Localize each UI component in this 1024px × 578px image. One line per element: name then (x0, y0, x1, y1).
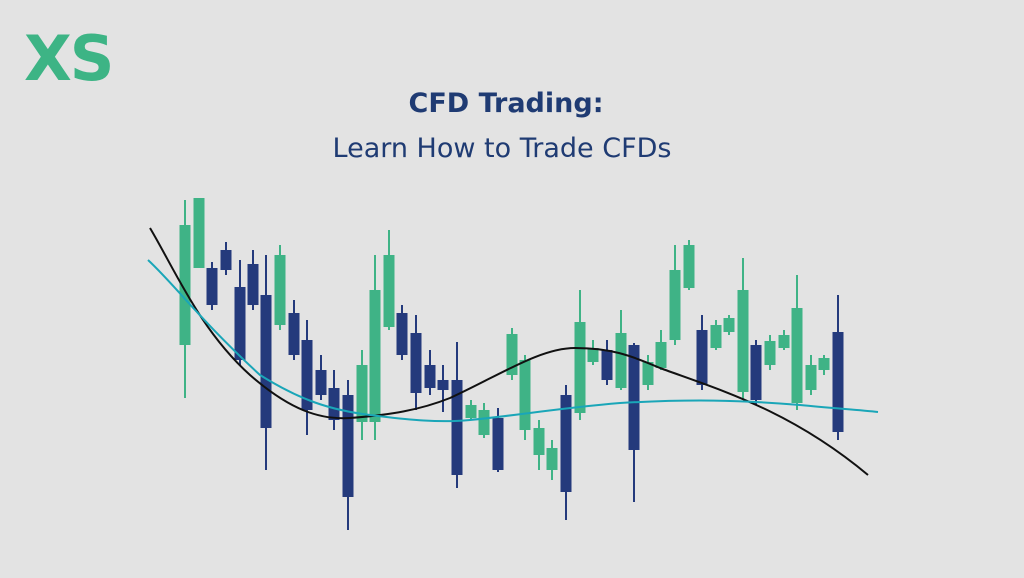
candle-body (492, 418, 504, 470)
candle-body (288, 313, 300, 355)
candle-body (437, 380, 449, 390)
candle-body (832, 332, 844, 432)
candle-body (193, 198, 205, 268)
candle-body (615, 333, 627, 388)
candle-body (696, 330, 708, 385)
candle-body (778, 335, 790, 348)
candle-body (424, 365, 436, 388)
candle-body (655, 342, 667, 368)
candle-body (764, 341, 776, 365)
candle-body (533, 428, 545, 455)
candle-body (247, 264, 259, 305)
candle-body (328, 388, 340, 420)
candle-body (601, 350, 613, 380)
candle-body (587, 348, 599, 362)
logo: XS (24, 22, 112, 95)
candle-body (369, 290, 381, 422)
candle-body (356, 365, 368, 422)
candle-body (710, 325, 722, 348)
subtitle: Learn How to Trade CFDs (333, 133, 672, 164)
candle-body (274, 255, 286, 325)
candle-body (206, 268, 218, 305)
candle-body (396, 313, 408, 355)
candle-body (315, 370, 327, 395)
moving-average (147, 259, 879, 423)
candle-body (410, 333, 422, 393)
candle-body (750, 345, 762, 400)
candlestick-illustration (179, 198, 844, 530)
candle-body (478, 410, 490, 435)
candle-body (260, 295, 272, 428)
candle-body (383, 255, 395, 327)
candle-body (506, 334, 518, 375)
candle-body (179, 225, 191, 345)
candle-body (451, 380, 463, 475)
candle-body (669, 270, 681, 340)
candle-body (342, 395, 354, 497)
candle-body (560, 395, 572, 492)
candle-body (723, 318, 735, 332)
candle-body (805, 365, 817, 390)
candle-body (818, 358, 830, 370)
candle-body (642, 362, 654, 385)
title: CFD Trading: (409, 88, 604, 119)
candle-body (791, 308, 803, 403)
candle-body (546, 448, 558, 470)
candle-body (465, 405, 477, 418)
candle-body (220, 250, 232, 270)
trend-line (149, 227, 869, 476)
candle-body (234, 287, 246, 360)
candle-body (683, 245, 695, 288)
candle-body (301, 340, 313, 410)
candle-body (519, 360, 531, 430)
candle-body (628, 345, 640, 450)
candle-body (737, 290, 749, 392)
candle-body (574, 322, 586, 413)
